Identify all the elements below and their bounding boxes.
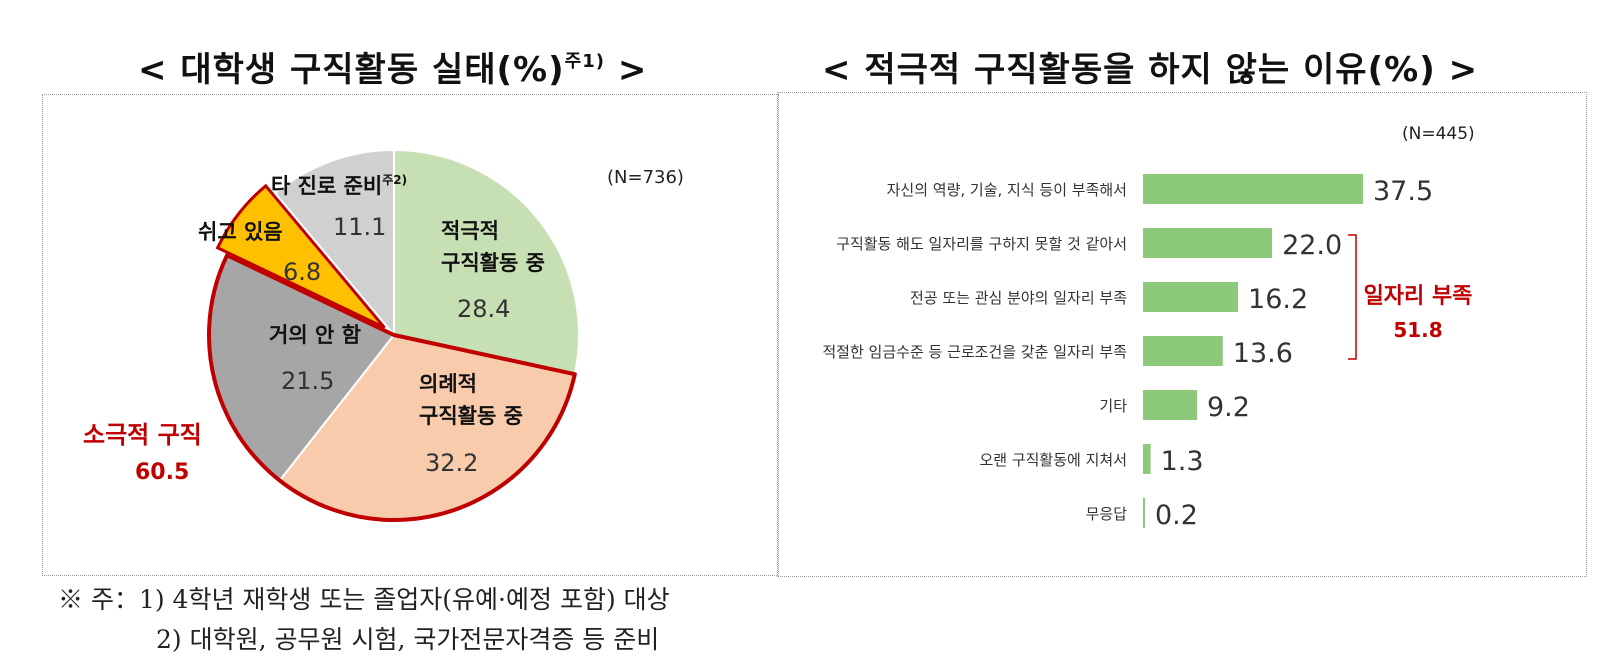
pie-slice-resting [215, 183, 386, 329]
pie-chart-title-footnote-mark: 주1) [564, 51, 605, 72]
bar-value-label: 1.3 [1161, 446, 1204, 477]
passive-group-label: 소극적 구직 [83, 421, 202, 449]
pie-slice-active [393, 148, 580, 376]
pie-chart-title: < 대학생 구직활동 실태(%)주1) > [138, 42, 647, 91]
bar-category-label: 오랜 구직활동에 지쳐서 [979, 451, 1127, 469]
bar-value-label: 9.2 [1207, 392, 1250, 423]
bar-category-label: 자신의 역량, 기술, 지식 등이 부족해서 [887, 181, 1127, 199]
passive-group-outline [207, 253, 577, 522]
bar-mark [1143, 174, 1363, 204]
bar-category-label: 적절한 임금수준 등 근로조건을 갖춘 일자리 부족 [822, 343, 1127, 361]
bar-value-label: 37.5 [1373, 176, 1433, 207]
bar-mark [1143, 444, 1151, 474]
pie-sample-size: (N=736) [607, 167, 684, 188]
pie-slice-label-active: 구직활동 중 [441, 251, 545, 275]
pie-value-label-resting: 6.8 [283, 258, 321, 286]
bar-mark [1143, 282, 1239, 312]
bar-value-label: 16.2 [1248, 284, 1308, 315]
pie-chart-panel: 적극적 구직활동 중 28.4 의례적 구직활동 중 32.2 거의 안 함 21.5 쉬고 있… [42, 94, 779, 576]
pie-value-label-barely: 21.5 [281, 367, 334, 395]
pie-value-label-active: 28.4 [457, 295, 510, 323]
pie-value-label-other: 11.1 [333, 213, 386, 241]
bar-chart: (N=445) 자신의 역량, 기술, 지식 등이 부족해서 37.5 구직활동 해도… [822, 124, 1475, 531]
pie-chart-title-close: > [604, 50, 648, 90]
pie-chart-title-text: < 대학생 구직활동 실태(%) [138, 50, 565, 90]
pie-slice-label-resting: 쉬고 있음 [198, 220, 283, 244]
bar-mark [1143, 228, 1273, 258]
passive-group-value: 60.5 [135, 460, 189, 485]
bar-value-label: 0.2 [1155, 500, 1198, 531]
bar-category-label: 기타 [1099, 397, 1127, 415]
bar-value-label: 22.0 [1282, 230, 1342, 261]
pie-slice-other [273, 148, 395, 338]
footnote-1: ※ 주：1) 4학년 재학생 또는 졸업자(유예·예정 포함) 대상 [58, 585, 670, 614]
pie-slice-label-footnote-mark: 주2) [382, 173, 407, 187]
bar-category-label: 구직활동 해도 일자리를 구하지 못할 것 같아서 [836, 235, 1127, 253]
pie-value-label-ritual: 32.2 [425, 449, 478, 477]
bar-mark [1143, 498, 1145, 528]
bar-chart-title: < 적극적 구직활동을 하지 않는 이유(%) > [822, 50, 1479, 90]
bar-sample-size: (N=445) [1402, 124, 1475, 144]
bar-category-label: 전공 또는 관심 분야의 일자리 부족 [910, 289, 1127, 307]
bar-mark [1143, 336, 1223, 366]
pie-slice-label-barely: 거의 안 함 [269, 323, 361, 347]
pie-slice-label-ritual: 의례적 [419, 372, 477, 396]
job-shortage-bracket [1348, 234, 1357, 360]
job-shortage-label: 일자리 부족 [1364, 284, 1473, 309]
footnote-2: 2) 대학원, 공무원 시험, 국가전문자격증 등 준비 [156, 625, 660, 654]
bar-mark [1143, 390, 1197, 420]
bar-value-label: 13.6 [1233, 338, 1293, 369]
job-shortage-value: 51.8 [1393, 318, 1442, 342]
bar-chart-panel: (N=445) 자신의 역량, 기술, 지식 등이 부족해서 37.5 구직활동 해도… [777, 92, 1587, 577]
bar-category-label: 무응답 [1086, 505, 1128, 523]
pie-slice-label-ritual: 구직활동 중 [419, 404, 523, 428]
pie-slice-label-active: 적극적 [441, 219, 499, 243]
